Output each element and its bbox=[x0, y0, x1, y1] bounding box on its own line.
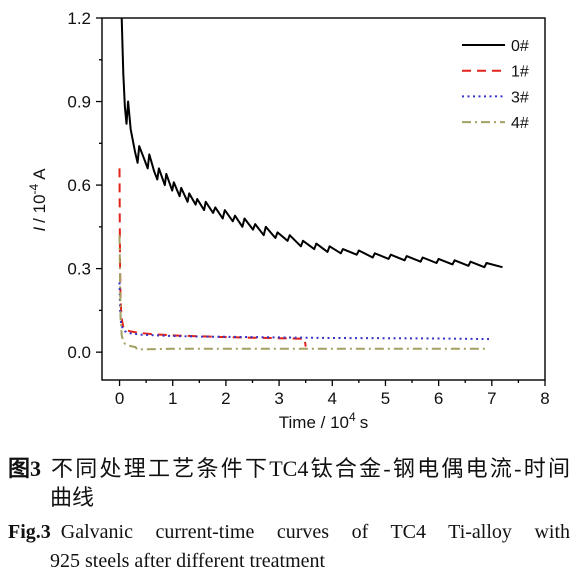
caption-cn-text-1: 不同处理工艺条件下TC4钛合金-钢电偶电流-时间 bbox=[51, 456, 570, 479]
legend-entry: 3# bbox=[462, 89, 529, 106]
caption-en-line-1: Fig.3 Galvanic current-time curves of TC… bbox=[8, 521, 570, 549]
caption-en-text-2: 925 steels after different treatment bbox=[50, 550, 326, 572]
legend-label: 0# bbox=[511, 38, 529, 55]
series-group bbox=[118, 18, 503, 351]
caption-cn-line-2: 曲线 bbox=[50, 480, 570, 508]
x-axis-title-unit: s bbox=[360, 413, 369, 432]
x-tick-label: 6 bbox=[434, 389, 443, 408]
x-tick-label: 3 bbox=[274, 389, 283, 408]
y-axis-title: I / 10-4 A bbox=[27, 168, 49, 232]
x-tick-label: 8 bbox=[540, 389, 549, 408]
y-tick-label: 0.6 bbox=[67, 176, 91, 195]
y-tick-label: 0.3 bbox=[67, 260, 91, 279]
y-tick-label: 0.9 bbox=[67, 93, 91, 112]
y-tick-label: 0.0 bbox=[67, 343, 91, 362]
x-axis-title-text: Time / 10 bbox=[279, 413, 349, 432]
caption-cn-text-2: 曲线 bbox=[50, 485, 95, 508]
series-line-3 bbox=[118, 235, 487, 351]
y-axis-title-exponent: -4 bbox=[27, 183, 41, 194]
caption-cn-line-1: 图3 不同处理工艺条件下TC4钛合金-钢电偶电流-时间 bbox=[8, 451, 570, 479]
legend-entry: 1# bbox=[462, 64, 529, 81]
caption-en-label: Fig.3 bbox=[8, 521, 51, 543]
legend: 0# 1# 3# 4# bbox=[462, 38, 529, 132]
caption-en-text-1: Galvanic current-time curves of TC4 Ti-a… bbox=[60, 521, 570, 543]
legend-entry: 0# bbox=[462, 38, 529, 55]
x-tick-label: 0 bbox=[115, 389, 124, 408]
caption-en-line-2: 925 steels after different treatment bbox=[50, 550, 570, 578]
x-axis-title-exponent: 4 bbox=[349, 410, 356, 424]
y-tick-label: 1.2 bbox=[67, 9, 91, 28]
x-axis-title: Time / 104 s bbox=[279, 410, 368, 432]
y-axis-title-text: / 10 bbox=[30, 194, 49, 222]
y-axis-title-symbol: I bbox=[30, 227, 49, 232]
series-line-2 bbox=[118, 282, 492, 341]
series-line-0 bbox=[120, 18, 503, 269]
x-tick-label: 2 bbox=[221, 389, 230, 408]
x-tick-label: 5 bbox=[381, 389, 390, 408]
caption-cn-label: 图3 bbox=[8, 456, 42, 479]
legend-label: 3# bbox=[511, 89, 529, 106]
series-line-1 bbox=[118, 168, 307, 347]
legend-label: 4# bbox=[511, 115, 529, 132]
axis-ticks bbox=[96, 17, 546, 386]
legend-entry: 4# bbox=[462, 115, 529, 132]
x-tick-label: 7 bbox=[487, 389, 496, 408]
legend-label: 1# bbox=[511, 64, 529, 81]
y-axis-title-unit: A bbox=[30, 168, 49, 180]
plot-frame bbox=[101, 17, 546, 381]
x-tick-label: 4 bbox=[328, 389, 337, 408]
x-tick-label: 1 bbox=[168, 389, 177, 408]
